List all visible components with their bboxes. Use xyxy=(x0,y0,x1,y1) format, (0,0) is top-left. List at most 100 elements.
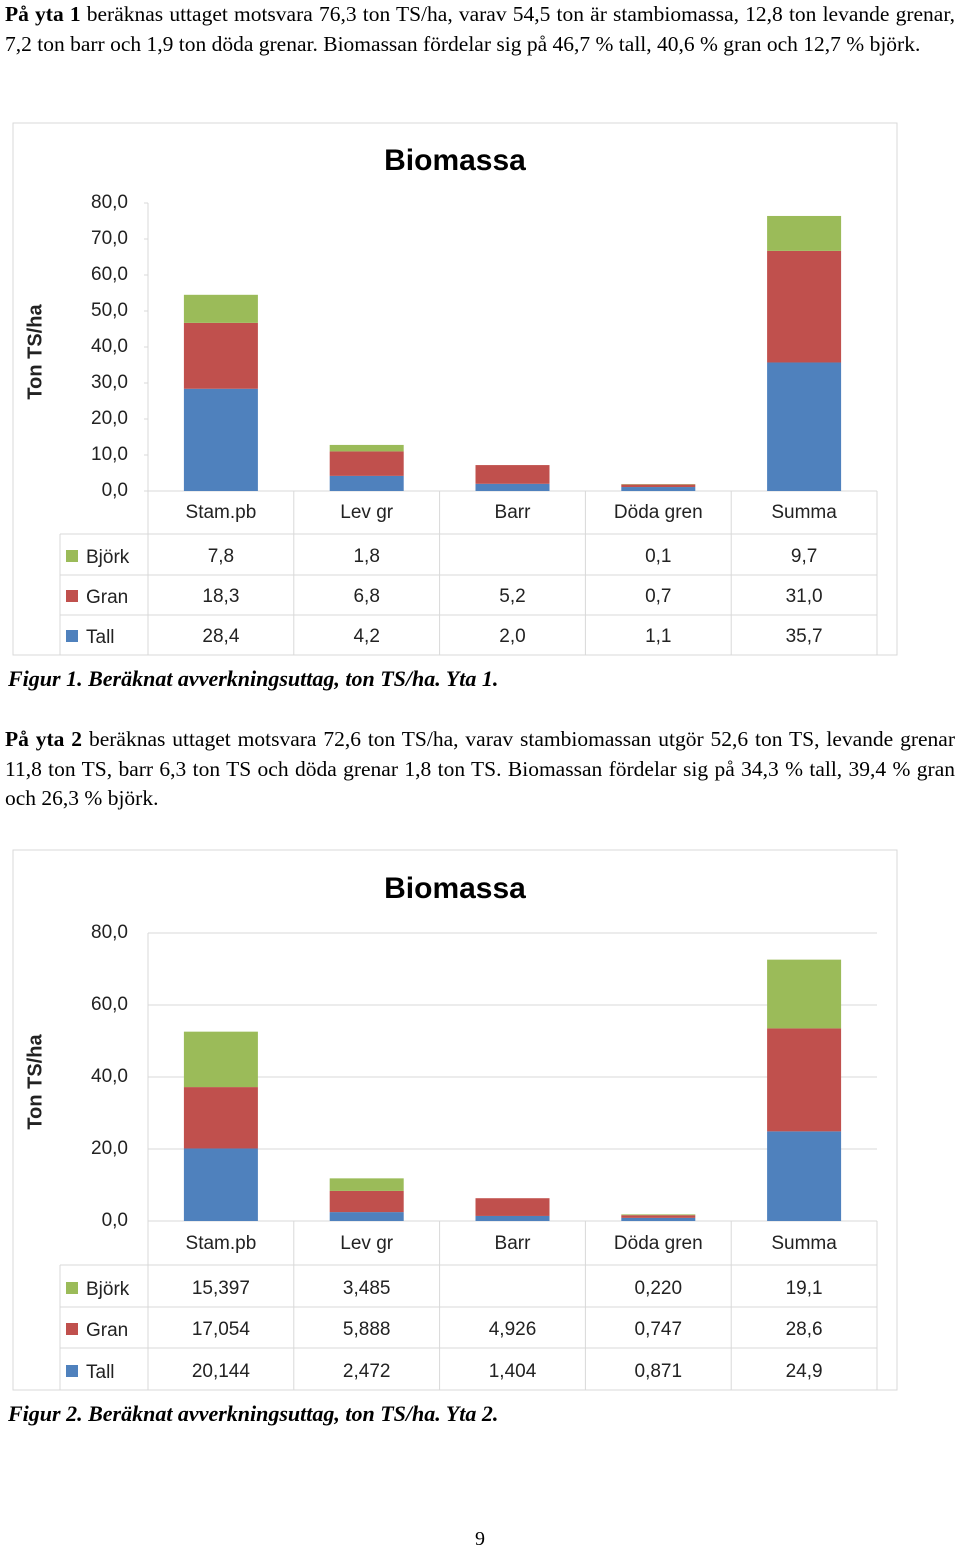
x-tick-label: Barr xyxy=(495,502,532,523)
x-tick-label: Lev gr xyxy=(340,1233,393,1254)
data-label: 2,472 xyxy=(343,1361,391,1382)
legend-label: Björk xyxy=(86,547,130,568)
bar-segment xyxy=(183,294,258,323)
bar-segment xyxy=(767,362,842,491)
data-label: 28,6 xyxy=(786,1319,823,1340)
data-label: 0,871 xyxy=(635,1361,683,1382)
legend-swatch xyxy=(66,1323,78,1335)
paragraph-lead: På yta 2 xyxy=(5,727,83,751)
data-label: 4,2 xyxy=(353,626,379,647)
paragraph-text: beräknas uttaget motsvara 72,6 ton TS/ha… xyxy=(5,727,956,810)
legend-label: Tall xyxy=(86,627,115,648)
data-label: 15,397 xyxy=(192,1278,250,1299)
y-tick-label: 80,0 xyxy=(91,922,128,943)
paragraph-lead: På yta 1 xyxy=(5,2,81,26)
legend-label: Gran xyxy=(86,1320,128,1341)
x-tick-label: Summa xyxy=(771,1233,837,1254)
legend-swatch xyxy=(66,630,78,642)
x-tick-label: Barr xyxy=(495,1233,532,1254)
bar-segment xyxy=(183,388,258,491)
chart-title: Biomassa xyxy=(384,872,526,905)
data-label: 20,144 xyxy=(192,1361,251,1382)
bar-segment xyxy=(475,1215,550,1221)
data-label: 1,8 xyxy=(353,546,379,567)
y-axis-label: Ton TS/ha xyxy=(24,1034,46,1130)
data-label: 5,888 xyxy=(343,1319,391,1340)
y-tick-label: 60,0 xyxy=(91,994,128,1015)
bar-segment xyxy=(329,1190,404,1213)
y-axis-label: Ton TS/ha xyxy=(24,304,46,400)
x-tick-label: Stam.pb xyxy=(186,502,257,523)
data-label: 3,485 xyxy=(343,1278,391,1299)
data-label: 35,7 xyxy=(786,626,823,647)
x-tick-label: Summa xyxy=(771,502,837,523)
bar-segment xyxy=(767,1028,842,1132)
x-tick-label: Lev gr xyxy=(340,502,393,523)
caption: Figur 1. Beräknat avverkningsuttag, ton … xyxy=(8,666,499,691)
y-tick-label: 40,0 xyxy=(91,1066,128,1087)
bar-segment xyxy=(183,1087,258,1149)
data-label: 19,1 xyxy=(786,1278,823,1299)
bar-segment xyxy=(329,451,404,476)
data-label: 24,9 xyxy=(786,1361,823,1382)
y-tick-label: 20,0 xyxy=(91,408,128,429)
paragraph: På yta 1 beräknas uttaget motsvara 76,3 … xyxy=(5,0,955,59)
chart-title: Biomassa xyxy=(384,144,526,177)
chart-frame xyxy=(12,849,898,1391)
data-label: 1,1 xyxy=(645,626,671,647)
bar-segment xyxy=(329,444,404,452)
bar-segment xyxy=(767,959,842,1029)
x-tick-label: Döda gren xyxy=(614,502,703,523)
y-tick-label: 0,0 xyxy=(102,480,128,501)
y-tick-label: 80,0 xyxy=(91,192,128,213)
x-tick-label: Stam.pb xyxy=(186,1233,257,1254)
data-label: 0,747 xyxy=(635,1319,683,1340)
legend-label: Björk xyxy=(86,1279,130,1300)
data-label: 28,4 xyxy=(202,626,239,647)
bar-segment xyxy=(183,1031,258,1088)
data-label: 0,7 xyxy=(645,586,671,607)
data-label: 17,054 xyxy=(192,1319,251,1340)
data-label: 7,8 xyxy=(208,546,234,567)
data-label: 6,8 xyxy=(353,586,379,607)
bar-segment xyxy=(621,1214,696,1216)
bar-segment xyxy=(767,215,842,251)
bar-segment xyxy=(475,465,550,484)
legend-label: Tall xyxy=(86,1362,115,1383)
bar-segment xyxy=(329,475,404,491)
caption: Figur 2. Beräknat avverkningsuttag, ton … xyxy=(8,1401,499,1426)
legend-swatch xyxy=(66,590,78,602)
bar-segment xyxy=(621,1217,696,1221)
data-label: 1,404 xyxy=(489,1361,537,1382)
data-label: 31,0 xyxy=(786,586,823,607)
legend-label: Gran xyxy=(86,587,128,608)
legend-swatch xyxy=(66,1282,78,1294)
bar-segment xyxy=(329,1212,404,1221)
bar-segment xyxy=(183,322,258,389)
y-tick-label: 70,0 xyxy=(91,228,128,249)
y-tick-label: 50,0 xyxy=(91,300,128,321)
x-tick-label: Döda gren xyxy=(614,1233,703,1254)
data-label: 4,926 xyxy=(489,1319,537,1340)
bar-segment xyxy=(621,484,696,488)
page-number: 9 xyxy=(475,1528,485,1550)
y-tick-label: 10,0 xyxy=(91,444,128,465)
y-tick-label: 40,0 xyxy=(91,336,128,357)
data-label: 9,7 xyxy=(791,546,817,567)
bar-segment xyxy=(475,1198,550,1216)
bar-segment xyxy=(767,250,842,363)
bar-segment xyxy=(329,1178,404,1191)
y-tick-label: 60,0 xyxy=(91,264,128,285)
y-tick-label: 0,0 xyxy=(102,1210,128,1231)
data-label: 2,0 xyxy=(499,626,525,647)
bar-segment xyxy=(767,1131,842,1221)
data-label: 5,2 xyxy=(499,586,525,607)
y-tick-label: 30,0 xyxy=(91,372,128,393)
bar-segment xyxy=(183,1148,258,1221)
paragraph: På yta 2 beräknas uttaget motsvara 72,6 … xyxy=(5,725,955,814)
data-label: 0,220 xyxy=(635,1278,683,1299)
bar-segment xyxy=(621,487,696,491)
data-label: 0,1 xyxy=(645,546,671,567)
y-tick-label: 20,0 xyxy=(91,1138,128,1159)
